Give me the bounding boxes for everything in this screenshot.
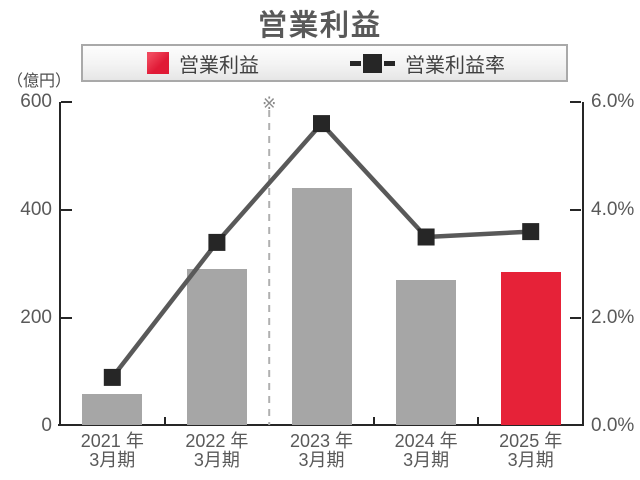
left-tick-label-0: 0 — [41, 415, 52, 436]
margin-marker-2024年 — [417, 228, 435, 246]
x-boundary-tick-3 — [372, 417, 375, 425]
bar-2022年 — [186, 269, 247, 425]
right-tick-6.0% — [570, 101, 581, 103]
left-axis-line — [59, 102, 61, 426]
left-tick-label-400: 400 — [20, 199, 52, 220]
legend-item-operating-margin: 営業利益率 — [350, 46, 505, 80]
x-axis-line — [58, 424, 584, 426]
bar-2024年 — [396, 280, 457, 425]
x-boundary-tick-4 — [477, 417, 480, 425]
right-tick-label-6.0%: 6.0% — [591, 91, 635, 112]
x-label-2024年: 2024 年 3月期 — [394, 431, 458, 470]
bar-2025年 — [500, 272, 561, 425]
right-tick-2.0% — [570, 317, 581, 319]
chart-title: 営業利益 — [257, 10, 382, 42]
right-tick-label-2.0%: 2.0% — [591, 307, 635, 328]
legend-box: 営業利益 営業利益率 — [81, 44, 568, 82]
right-tick-label-4.0%: 4.0% — [591, 199, 635, 220]
bar-swatch-icon — [147, 52, 169, 74]
left-tick-label-600: 600 — [20, 91, 52, 112]
legend-line-label: 営業利益率 — [405, 54, 505, 77]
left-tick-200 — [61, 317, 72, 319]
line-marker-icon — [350, 53, 395, 73]
left-tick-400 — [61, 209, 72, 211]
x-label-2025年: 2025 年 3月期 — [499, 431, 563, 470]
margin-marker-2022年 — [208, 233, 226, 251]
margin-marker-2025年 — [522, 223, 540, 241]
x-label-2023年: 2023 年 3月期 — [289, 431, 354, 470]
right-axis-line — [582, 102, 584, 426]
x-boundary-tick-1 — [163, 417, 166, 425]
margin-marker-2021年 — [103, 368, 121, 386]
separator-annotation: ※ — [262, 94, 277, 113]
left-tick-label-200: 200 — [20, 307, 52, 328]
legend-bar-label: 営業利益 — [179, 54, 259, 77]
left-tick-600 — [61, 101, 72, 103]
bar-2023年 — [291, 188, 352, 425]
right-tick-label-0.0%: 0.0% — [591, 415, 635, 436]
bar-2021年 — [82, 393, 143, 425]
margin-marker-2023年 — [313, 115, 330, 133]
left-axis-unit-label: （億円） — [7, 73, 72, 90]
legend-item-operating-profit: 営業利益 — [147, 46, 259, 80]
x-label-2022年: 2022 年 3月期 — [185, 431, 249, 470]
right-tick-4.0% — [570, 209, 581, 211]
x-label-2021年: 2021 年 3月期 — [80, 431, 144, 470]
